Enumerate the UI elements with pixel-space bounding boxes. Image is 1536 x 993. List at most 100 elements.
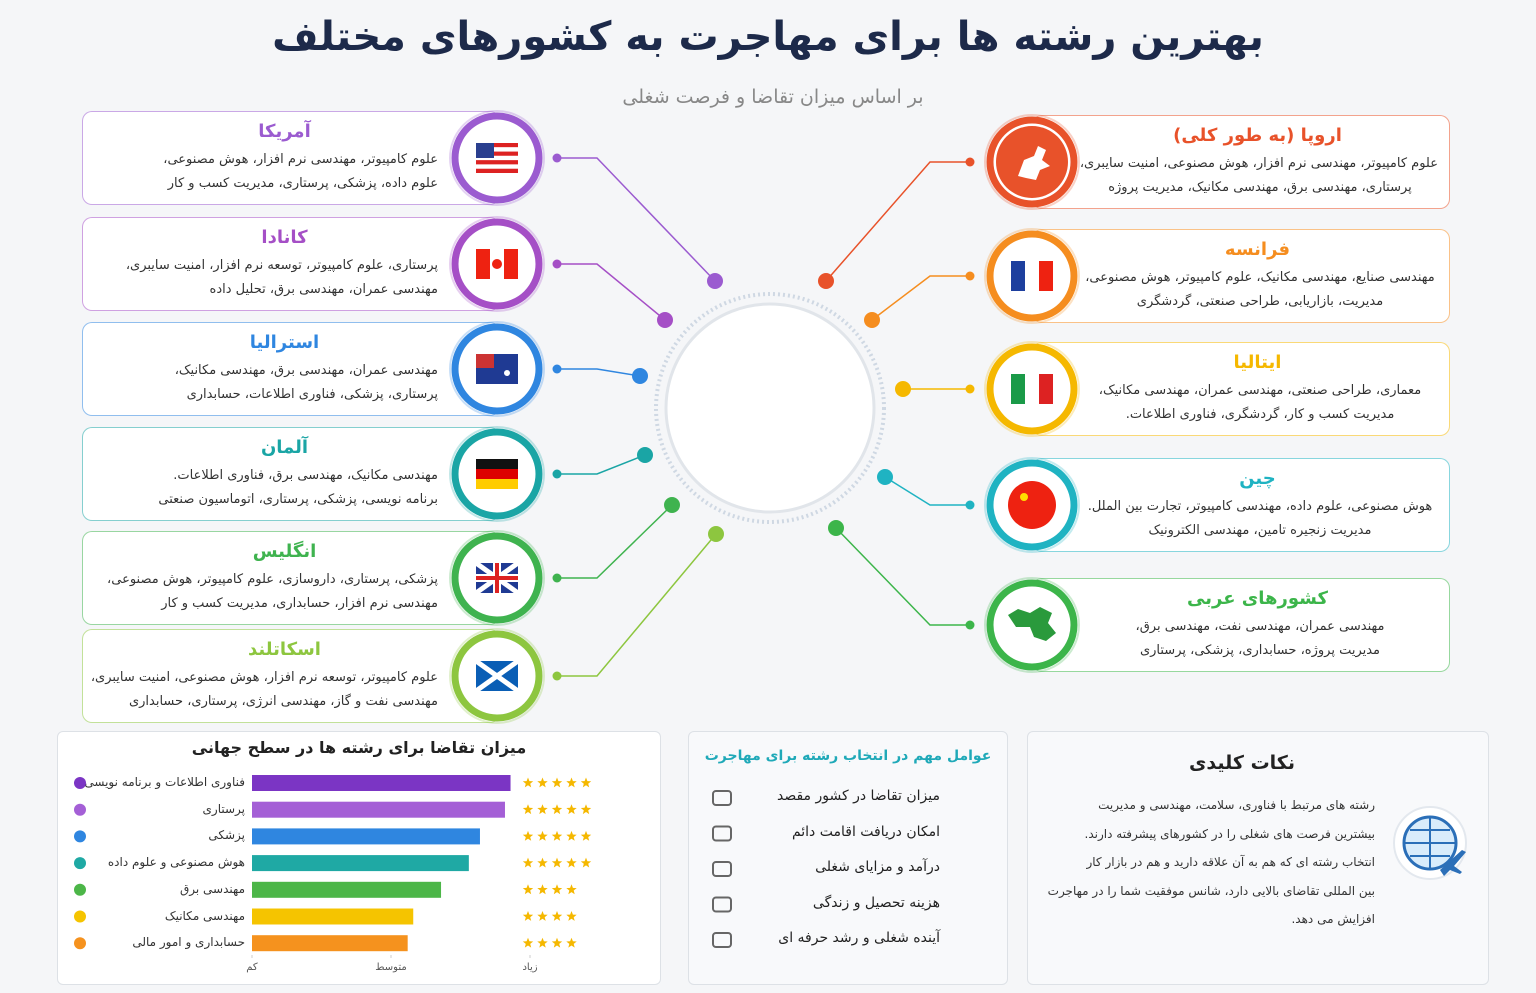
factor-icon: [712, 896, 732, 913]
country-name: اسکاتلند: [248, 639, 321, 660]
bar: [252, 801, 505, 818]
rating-star: [522, 884, 534, 895]
flag-part: [476, 155, 518, 161]
category-label: هوش مصنوعی و علوم داده: [107, 855, 245, 870]
flag-part: [1020, 493, 1028, 501]
connector-node: [637, 447, 653, 463]
flag-part: [476, 459, 518, 469]
connector: [557, 504, 673, 579]
bar: [252, 855, 469, 872]
rating: [522, 857, 592, 868]
connector-dot: [552, 259, 562, 269]
flag-part: [1018, 146, 1050, 180]
flag-part: [476, 479, 518, 489]
country-card: [1032, 229, 1450, 323]
country-ring-outer: [984, 228, 1080, 324]
title: بهترین رشته ها برای مهاجرت به کشورهای مخ…: [272, 14, 1264, 60]
country-card: [1032, 458, 1450, 552]
connector: [557, 454, 646, 475]
flag-part: [476, 563, 518, 593]
rating-star: [537, 857, 548, 868]
globe-lines: [1404, 817, 1456, 869]
connector: [884, 476, 970, 506]
connector: [825, 161, 970, 282]
country-card: [82, 217, 500, 311]
rating-star: [566, 884, 577, 895]
subtitle: بر اساس میزان تقاضا و فرصت شغلی: [622, 86, 924, 108]
rating: [522, 804, 592, 815]
country-name: انگلیس: [252, 541, 317, 562]
factor-icon: [712, 861, 732, 877]
flag-part: [476, 164, 518, 169]
category-icon: [74, 883, 86, 896]
country-card: [1032, 342, 1450, 436]
rating-star: [566, 911, 577, 921]
country-fields: مدیریت کسب و کار، گردشگری، فناوری اطلاعا…: [1125, 407, 1395, 422]
country-fields: پرستاری، پزشکی، فناوری اطلاعات، حسابداری: [186, 387, 438, 402]
country-name: آلمان: [260, 437, 309, 458]
country-fields: پرستاری، مهندسی برق، مهندسی مکانیک، مدیر…: [1108, 180, 1412, 195]
country-name: ایتالیا: [1233, 352, 1282, 373]
country-card: [82, 427, 500, 521]
connector-dot: [965, 271, 975, 281]
category-icon: [74, 937, 86, 950]
country-fields: علوم داده، پزشکی، پرستاری، مدیریت کسب و …: [167, 176, 438, 191]
key-line: رشته های مرتبط با فناوری، سلامت، مهندسی …: [1098, 798, 1375, 812]
category-icon: [74, 830, 86, 843]
rating-star: [551, 777, 563, 788]
rating-star: [566, 804, 577, 815]
flag-part: [1011, 261, 1025, 291]
rating-star: [566, 857, 577, 868]
rating-star: [551, 804, 563, 815]
factor-icon: [712, 825, 732, 842]
flag-part: [476, 249, 490, 279]
connector-node: [828, 520, 844, 536]
connector-node: [895, 381, 911, 397]
center-circle: [664, 302, 876, 514]
country-fields: مهندسی عمران، مهندسی برق، مهندسی مکانیک،: [174, 363, 438, 378]
connector-dot: [965, 620, 975, 630]
rating: [522, 937, 577, 948]
flag-part: [474, 658, 520, 694]
key-line: بیشترین فرصت های شغلی را در کشورهای پیشر…: [1084, 826, 1375, 841]
bar: [252, 775, 511, 791]
country-card: [1032, 578, 1450, 672]
country-fields: پزشکی، پرستاری، داروسازی، علوم کامپیوتر،…: [107, 572, 438, 587]
connector-node: [657, 312, 673, 328]
rating-star: [522, 804, 534, 815]
country-fields: علوم کامپیوتر، مهندسی نرم افزار، هوش مصن…: [163, 152, 438, 167]
country-card: [82, 111, 500, 205]
country-name: فرانسه: [1224, 239, 1291, 260]
country-ring-outer: [449, 110, 545, 206]
x-tick-label: کم: [246, 962, 258, 973]
rating-star: [580, 804, 592, 815]
category-icon: [74, 857, 86, 870]
country-fields: معماری، طراحی صنعتی، مهندسی عمران، مهندس…: [1098, 383, 1422, 398]
key-line: انتخاب رشته ای که هم به آن علاقه دارید و…: [1086, 855, 1375, 869]
country-card: [82, 531, 500, 625]
country-ring-outer: [984, 114, 1080, 210]
plane: [1440, 850, 1466, 876]
factor-item: درآمد و مزایای شغلی: [815, 859, 940, 875]
flag-part: [1039, 374, 1053, 404]
connector-node: [708, 526, 724, 542]
rating-star: [580, 777, 592, 788]
category-icon: [74, 910, 86, 923]
rating-star: [537, 937, 548, 948]
factor-icon: [712, 790, 732, 806]
bar: [252, 881, 442, 898]
category-label: پرستاری: [202, 801, 245, 816]
rating-star: [566, 830, 577, 841]
rating: [522, 777, 592, 788]
rating-star: [522, 857, 534, 868]
country-fields: مهندسی صنایع، مهندسی مکانیک، علوم کامپیو…: [1085, 270, 1435, 285]
country-name: آمریکا: [258, 121, 311, 142]
rating-star: [522, 911, 534, 921]
country-fields: مهندسی نرم افزار، حسابداری، مدیریت کسب و…: [161, 596, 438, 611]
rating-star: [551, 884, 563, 895]
flag-part: [476, 354, 494, 368]
country-fields: مدیریت پروژه، حسابداری، پزشکی، پرستاری: [1139, 643, 1381, 658]
key-line: بین المللی تقاضای بالایی دارد، شانس موفق…: [1047, 883, 1375, 898]
